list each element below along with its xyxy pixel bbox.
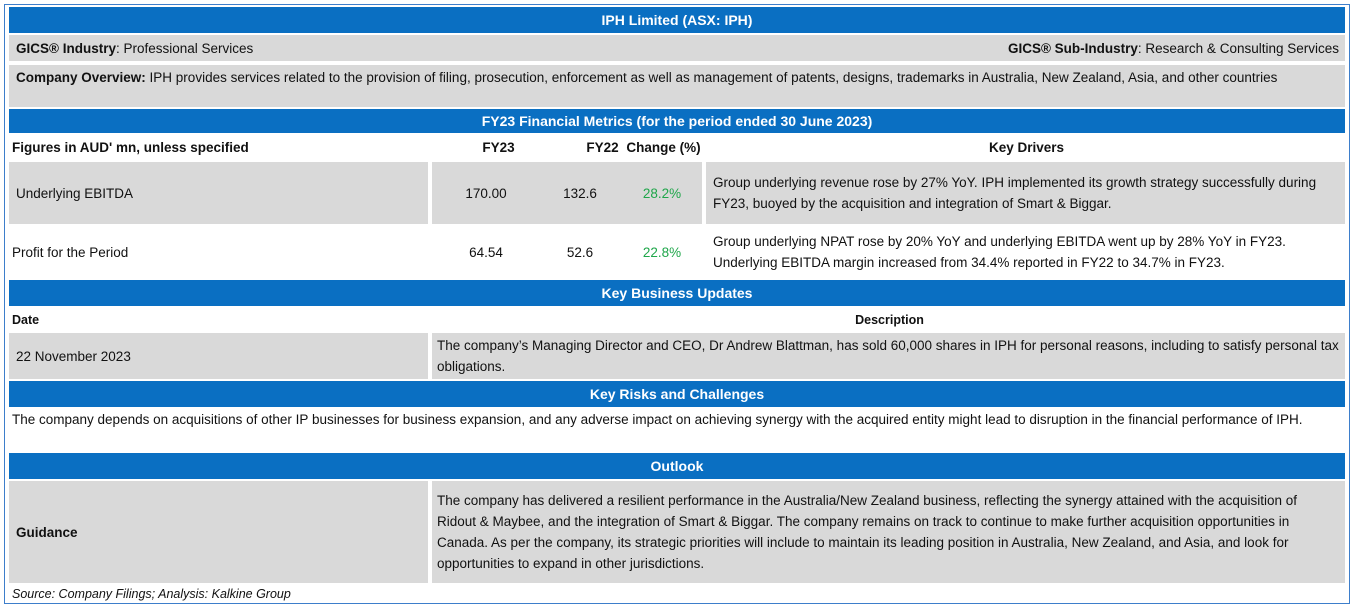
col-header-change: Change (%) bbox=[626, 139, 701, 155]
company-overview: Company Overview: IPH provides services … bbox=[9, 65, 1345, 107]
outlook-heading: Outlook bbox=[9, 453, 1345, 479]
gics-industry: GICS® Industry: Professional Services bbox=[16, 38, 253, 59]
col-header-fy22: FY22 bbox=[586, 139, 619, 155]
col-header-description: Description bbox=[855, 312, 924, 327]
gics-sub-industry-value: : Research & Consulting Services bbox=[1137, 40, 1339, 56]
report-table: IPH Limited (ASX: IPH) GICS® Industry: P… bbox=[4, 4, 1350, 604]
risks-text: The company depends on acquisitions of o… bbox=[12, 412, 1303, 427]
gics-industry-label: GICS® Industry bbox=[16, 40, 116, 56]
metric-row-1-driver: Group underlying revenue rose by 27% YoY… bbox=[706, 162, 1345, 224]
metric-row-2-values: 64.54 52.6 22.8% bbox=[432, 226, 702, 278]
col-header-metric: Figures in AUD' mn, unless specified bbox=[12, 139, 249, 155]
col-header-fy23: FY23 bbox=[482, 139, 515, 155]
gics-sub-industry-label: GICS® Sub-Industry bbox=[1007, 40, 1138, 56]
metric-row-2-driver: Group underlying NPAT rose by 20% YoY an… bbox=[713, 234, 1286, 270]
update-row-1-date: 22 November 2023 bbox=[9, 333, 428, 379]
guidance-label: Guidance bbox=[9, 481, 428, 583]
col-header-drivers: Key Drivers bbox=[988, 139, 1065, 155]
gics-row: GICS® Industry: Professional Services GI… bbox=[9, 35, 1345, 61]
metric-row-1-change: 28.2% bbox=[642, 185, 682, 201]
metric-row-1-label: Underlying EBITDA bbox=[9, 162, 428, 224]
metric-row-2-label: Profit for the Period bbox=[12, 244, 129, 260]
gics-industry-value: : Professional Services bbox=[115, 40, 254, 56]
metric-row-2-fy23: 64.54 bbox=[469, 244, 503, 260]
col-header-date: Date bbox=[12, 312, 40, 327]
metric-row-1-values: 170.00 132.6 28.2% bbox=[432, 162, 702, 224]
risks-heading: Key Risks and Challenges bbox=[9, 381, 1345, 407]
metric-row-1-fy22: 132.6 bbox=[563, 185, 597, 201]
overview-label: Company Overview: bbox=[16, 70, 146, 85]
report-title: IPH Limited (ASX: IPH) bbox=[9, 7, 1345, 33]
gics-sub-industry: GICS® Sub-Industry: Research & Consultin… bbox=[1008, 38, 1339, 59]
update-row-1-description: The company’s Managing Director and CEO,… bbox=[432, 333, 1345, 379]
business-updates-heading: Key Business Updates bbox=[9, 280, 1345, 306]
metric-row-2-change: 22.8% bbox=[642, 244, 682, 260]
guidance-text: The company has delivered a resilient pe… bbox=[432, 481, 1345, 583]
financial-metrics-heading: FY23 Financial Metrics (for the period e… bbox=[9, 109, 1345, 133]
metric-row-2-fy22: 52.6 bbox=[566, 244, 594, 260]
overview-text: IPH provides services related to the pro… bbox=[145, 70, 1278, 85]
metric-row-1-fy23: 170.00 bbox=[465, 185, 507, 201]
source-note: Source: Company Filings; Analysis: Kalki… bbox=[12, 587, 291, 601]
